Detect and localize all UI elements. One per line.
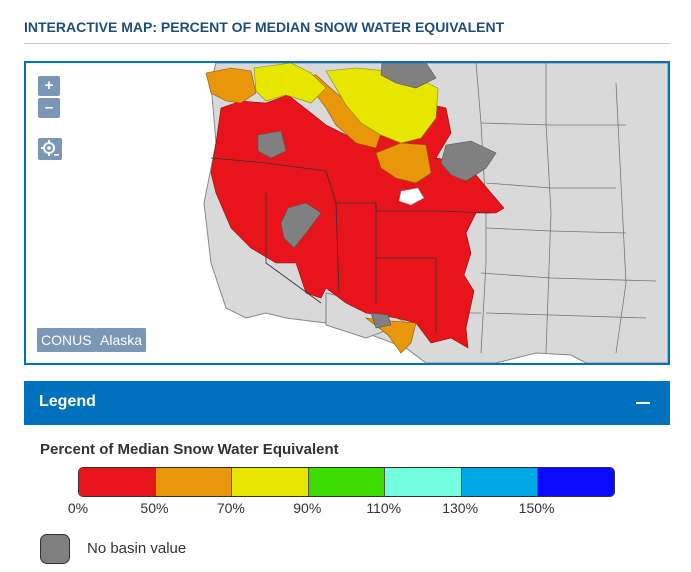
zoom-out-button[interactable]: – bbox=[38, 98, 60, 118]
map-frame[interactable]: + – CONUS Alaska bbox=[24, 61, 670, 365]
western-state-lines bbox=[210, 157, 492, 333]
zoom-in-button[interactable]: + bbox=[38, 76, 60, 96]
basins-orange bbox=[205, 67, 432, 354]
no-basin-label: No basin value bbox=[87, 540, 187, 557]
lake-shape bbox=[398, 187, 425, 206]
locate-icon bbox=[41, 140, 59, 156]
scale-swatch bbox=[232, 468, 309, 496]
legend-header[interactable]: Legend bbox=[24, 381, 670, 425]
map-canvas[interactable] bbox=[26, 63, 668, 363]
color-scale bbox=[78, 467, 615, 497]
scale-swatch bbox=[79, 468, 156, 496]
conus-button[interactable]: CONUS bbox=[37, 328, 96, 352]
scale-swatch bbox=[538, 468, 614, 496]
scale-tick-label: 70% bbox=[216, 500, 245, 516]
scale-tick-label: 50% bbox=[140, 500, 169, 516]
scale-swatch bbox=[308, 468, 386, 496]
legend-title: Legend bbox=[39, 393, 96, 410]
collapse-icon[interactable] bbox=[636, 402, 650, 404]
scale-swatch bbox=[461, 468, 539, 496]
scale-tick-label: 90% bbox=[293, 500, 322, 516]
scale-swatch bbox=[385, 468, 462, 496]
scale-swatch bbox=[155, 468, 233, 496]
locate-button[interactable] bbox=[38, 138, 62, 160]
scale-tick-label: 110% bbox=[366, 500, 402, 516]
scale-title: Percent of Median Snow Water Equivalent bbox=[40, 441, 339, 458]
scale-tick-label: 0% bbox=[67, 500, 89, 516]
basins-no-data bbox=[257, 63, 497, 329]
title-divider bbox=[24, 43, 670, 44]
scale-tick-label: 130% bbox=[442, 500, 479, 516]
page-title: INTERACTIVE MAP: PERCENT OF MEDIAN SNOW … bbox=[24, 19, 505, 35]
alaska-button[interactable]: Alaska bbox=[96, 328, 147, 352]
no-basin-swatch bbox=[40, 534, 70, 564]
scale-tick-label: 150% bbox=[518, 500, 555, 516]
